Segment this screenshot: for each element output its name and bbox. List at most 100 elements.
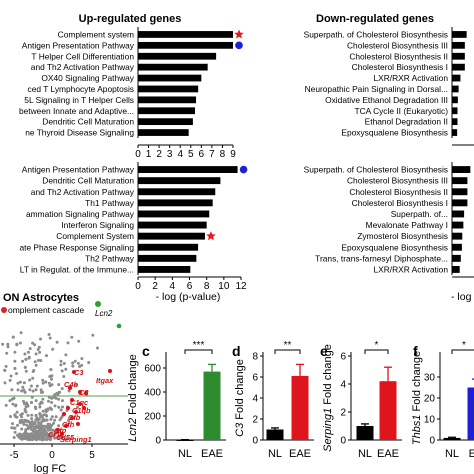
panel-f-label-suffix: Fold change	[411, 351, 423, 415]
volcano-legend-marker	[1, 307, 7, 313]
volcano-x-axis-label: log FC	[34, 463, 66, 474]
up-top-category-label: Complement system	[58, 29, 134, 39]
panel-d-significance-label: **	[284, 340, 292, 351]
up-top-category-label: OX40 Signaling Pathway	[41, 73, 134, 83]
down-bottom-bar	[452, 232, 463, 240]
volcano-point	[33, 360, 37, 364]
panel-f-y-axis-label: Thbs1 Fold change	[411, 351, 423, 445]
up-top-category-label: and Th2 Activation Pathway	[31, 62, 135, 72]
volcano-point	[41, 417, 45, 421]
volcano-point	[48, 406, 52, 410]
volcano-point	[71, 361, 75, 365]
volcano-point	[66, 341, 70, 345]
volcano-point	[41, 378, 45, 382]
up-bottom-category-label: Antigen Presentation Pathway	[22, 165, 135, 175]
up-bottom-x-tick-label: 8	[204, 281, 210, 292]
volcano-point	[36, 348, 40, 351]
volcano-point	[15, 372, 18, 376]
volcano-point	[23, 352, 27, 356]
down-bottom-category-label: Superpath. of...	[391, 209, 448, 219]
up-bottom-bar	[138, 188, 216, 196]
volcano-point	[20, 389, 24, 393]
down-bottom-category-label: Epoxysqualene Biosynthesis	[341, 242, 448, 252]
panel-f-letter: f	[413, 343, 418, 359]
volcano-point	[46, 428, 50, 432]
down-top-category-label: Superpath. of Cholesterol Biosynthesis	[304, 29, 448, 39]
volcano-complement-point	[63, 423, 69, 429]
up-bottom-x-tick-label: 10	[218, 281, 230, 292]
up-bottom-category-label: Th2 Pathway	[85, 253, 135, 263]
up-top-bar	[138, 129, 189, 136]
volcano-point	[55, 340, 59, 344]
volcano-point	[22, 381, 26, 385]
volcano-point	[35, 416, 39, 420]
panel-c-y-tick-label: 200	[144, 412, 161, 423]
panel-d-y-tick-label: 6	[252, 373, 258, 384]
volcano-point	[33, 425, 37, 429]
up-top-x-tick-label: 6	[199, 149, 205, 160]
up-top-circle-marker	[235, 41, 243, 50]
volcano-point	[33, 428, 37, 432]
volcano-point	[8, 399, 12, 403]
volcano-point	[12, 436, 16, 439]
volcano-complement-point	[81, 405, 87, 411]
volcano-point	[38, 429, 42, 433]
panel-f-category-label: EA	[469, 448, 474, 460]
volcano-point	[50, 377, 53, 381]
up-top-category-label: Antigen Presentation Pathway	[22, 40, 135, 50]
panel-d-bar	[266, 429, 284, 440]
volcano-gene-label: Cfb	[68, 413, 81, 422]
down-top-bar	[452, 118, 458, 126]
panel-c-significance-bracket	[184, 349, 213, 354]
volcano-point	[39, 388, 43, 392]
volcano-point	[87, 361, 91, 364]
volcano-point	[53, 418, 57, 422]
volcano-point	[43, 424, 47, 428]
down-top-category-label: Cholesterol Biosynthesis II	[349, 51, 448, 61]
down-bottom-category-label: Cholesterol Biosynthesis II	[349, 187, 448, 197]
volcano-point	[57, 435, 61, 438]
panel-c-y-axis-label: Lcn2 Fold change	[127, 354, 139, 441]
down-bottom-bar	[452, 254, 461, 262]
up-bottom-x-axis-label: - log (p-value)	[156, 291, 221, 303]
up-regulated-header: Up-regulated genes	[79, 13, 182, 25]
up-bottom-category-label: ammation Signaling Pathway	[26, 209, 135, 219]
volcano-point	[19, 413, 23, 417]
down-bottom-bar	[452, 243, 462, 251]
volcano-point	[41, 390, 45, 394]
up-top-category-label: between Innate and Adaptive...	[19, 106, 134, 116]
volcano-point	[78, 365, 82, 368]
panel-e-gene-name: Serping1	[322, 408, 334, 452]
volcano-complement-point	[83, 390, 89, 396]
volcano-gene-label: C1qc	[70, 398, 88, 407]
panel-d-y-tick-label: 0	[252, 436, 258, 447]
volcano-gene-label: C3	[74, 368, 84, 377]
panel-e-bar	[379, 381, 397, 440]
volcano-point	[20, 427, 24, 431]
volcano-point	[76, 361, 80, 365]
volcano-point	[73, 359, 77, 363]
volcano-x-tick-label: 5	[89, 450, 95, 461]
up-top-x-tick-label: 5	[188, 149, 194, 160]
volcano-point	[15, 410, 19, 414]
volcano-point	[34, 413, 38, 417]
up-bottom-category-label: Dendritic Cell Maturation	[42, 176, 134, 186]
down-top-category-label: LXR/RXR Activation	[374, 73, 449, 83]
down-bottom-category-label: Cholesterol Biosynthesis I	[352, 198, 448, 208]
volcano-point	[4, 364, 8, 368]
down-top-category-label: Oxidative Ethanol Degradation III	[325, 95, 448, 105]
up-bottom-bar	[138, 177, 221, 185]
volcano-point	[26, 413, 30, 417]
up-top-star-marker	[234, 29, 244, 39]
volcano-complement-point	[77, 401, 83, 407]
down-top-bar	[452, 31, 467, 38]
down-bottom-category-label: Trans, trans-farnesyl Diphosphate...	[315, 253, 448, 263]
volcano-point	[64, 353, 68, 357]
volcano-point	[34, 399, 38, 403]
up-bottom-bar	[138, 221, 207, 229]
down-top-bar	[452, 63, 465, 71]
panel-f-y-tick-label: 10	[424, 415, 436, 426]
volcano-point	[59, 363, 63, 367]
volcano-point	[46, 422, 50, 426]
